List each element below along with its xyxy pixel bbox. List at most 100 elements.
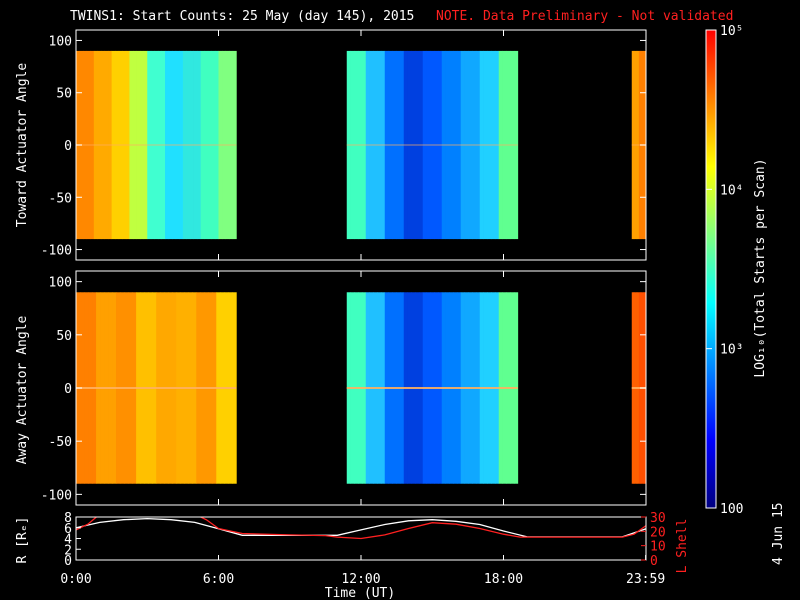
heatmap-cell (129, 50, 134, 240)
heatmap-cell (483, 50, 488, 240)
xtick-label: 12:00 (341, 572, 380, 587)
heatmap-cell (346, 50, 351, 240)
heatmap-cell (140, 50, 145, 240)
heatmap-cell (115, 50, 120, 240)
y2tick-label: 10 (650, 540, 666, 555)
heatmap-cell (175, 50, 180, 240)
heatmap-cell (426, 50, 431, 240)
y2tick-label: 0 (650, 554, 658, 569)
heatmap-cell (350, 50, 355, 240)
heatmap-cell (172, 50, 177, 240)
heatmap-cell (182, 50, 187, 240)
heatmap-cell (161, 50, 166, 240)
away-ylabel: Away Actuator Angle (15, 315, 30, 464)
heatmap-cell (197, 50, 202, 240)
heatmap-cell (377, 50, 382, 240)
heatmap-cell (637, 50, 640, 240)
heatmap-cell (93, 50, 98, 240)
heatmap-cell (392, 50, 397, 240)
heatmap-cell (437, 50, 443, 240)
heatmap-cell (441, 50, 446, 240)
heatmap-cell (380, 50, 386, 240)
heatmap-cell (193, 50, 198, 240)
heatmap-cell (475, 50, 481, 240)
heatmap-cell (157, 50, 162, 240)
ytick-label: 4 (64, 533, 72, 548)
heatmap-cell (90, 50, 95, 240)
heatmap-cell (122, 50, 127, 240)
heatmap-cell (211, 50, 216, 240)
heatmap-cell (83, 50, 88, 240)
colorbar-label: LOG₁₀(Total Starts per Scan) (753, 158, 768, 377)
zero-angle-stripe (76, 387, 237, 389)
ytick-label: -50 (49, 191, 72, 206)
heatmap-cell (384, 50, 389, 240)
ytick-label: 0 (64, 382, 72, 397)
side-date: 4 Jun 15 (771, 502, 786, 565)
heatmap-cell (456, 50, 462, 240)
zero-angle-stripe (631, 144, 646, 146)
heatmap-cell (491, 50, 496, 240)
colorbar: 10⁵ 10⁴ 10³ 100 (705, 24, 743, 517)
toward-ylabel: Toward Actuator Angle (15, 63, 30, 228)
heatmap-cell (147, 50, 152, 240)
heatmap-cell (422, 50, 427, 240)
heatmap-cell (133, 50, 137, 240)
heatmap-cell (510, 50, 515, 240)
heatmap-cell (204, 50, 209, 240)
heatmap-cell (418, 50, 424, 240)
heatmap-cell (136, 50, 141, 240)
heatmap-cell (97, 50, 102, 240)
heatmap-cell (411, 50, 416, 240)
heatmap-cell (399, 50, 405, 240)
heatmap-cell (468, 50, 473, 240)
chart-title: TWINS1: Start Counts: 25 May (day 145), … (70, 9, 414, 24)
heatmap-cell (631, 50, 634, 240)
heatmap-cell (190, 50, 194, 240)
orbit-ylabel: R [Rₑ] (15, 517, 30, 564)
xaxis-label: Time (UT) (325, 586, 395, 600)
heatmap-cell (365, 50, 370, 240)
heatmap-cell (143, 50, 148, 240)
heatmap-cell (434, 50, 439, 240)
heatmap-cell (108, 50, 113, 240)
ytick-label: 6 (64, 522, 72, 537)
heatmap-cell (232, 50, 237, 240)
heatmap-cell (225, 50, 230, 240)
colorbar-tick-label: 10⁴ (720, 183, 743, 198)
ytick-label: 8 (64, 511, 72, 526)
heatmap-cell (636, 50, 638, 240)
heatmap-cell (179, 50, 184, 240)
heatmap-cell (502, 50, 507, 240)
y2tick-label: 30 (650, 511, 666, 526)
ytick-label: -50 (49, 435, 72, 450)
ytick-label: 100 (49, 276, 72, 291)
zero-angle-stripe (76, 144, 237, 146)
heatmap-cell (403, 50, 408, 240)
heatmap-cell (453, 50, 458, 240)
heatmap-cell (506, 50, 511, 240)
heatmap-cell (165, 50, 170, 240)
heatmap-cell (460, 50, 465, 240)
heatmap-cell (638, 50, 641, 240)
xtick-label: 0:00 (60, 572, 91, 587)
heatmap-cell (449, 50, 454, 240)
heatmap-cell (472, 50, 477, 240)
heatmap-cell (388, 50, 393, 240)
heatmap-cell (86, 50, 91, 240)
heatmap-cell (634, 50, 637, 240)
colorbar-tick-label: 10⁵ (720, 24, 743, 39)
ytick-label: 100 (49, 34, 72, 49)
colorbar-scale (705, 29, 717, 509)
xtick-label: 23:59 (626, 572, 665, 587)
heatmap-cell (487, 50, 492, 240)
heatmap-cell (125, 50, 130, 240)
heatmap-cell (118, 50, 123, 240)
xtick-label: 18:00 (484, 572, 523, 587)
colorbar-tick-label: 10³ (720, 343, 743, 358)
heatmap-cell (415, 50, 420, 240)
heatmap-cell (498, 50, 503, 240)
heatmap-cell (479, 50, 484, 240)
heatmap-cell (633, 50, 635, 240)
